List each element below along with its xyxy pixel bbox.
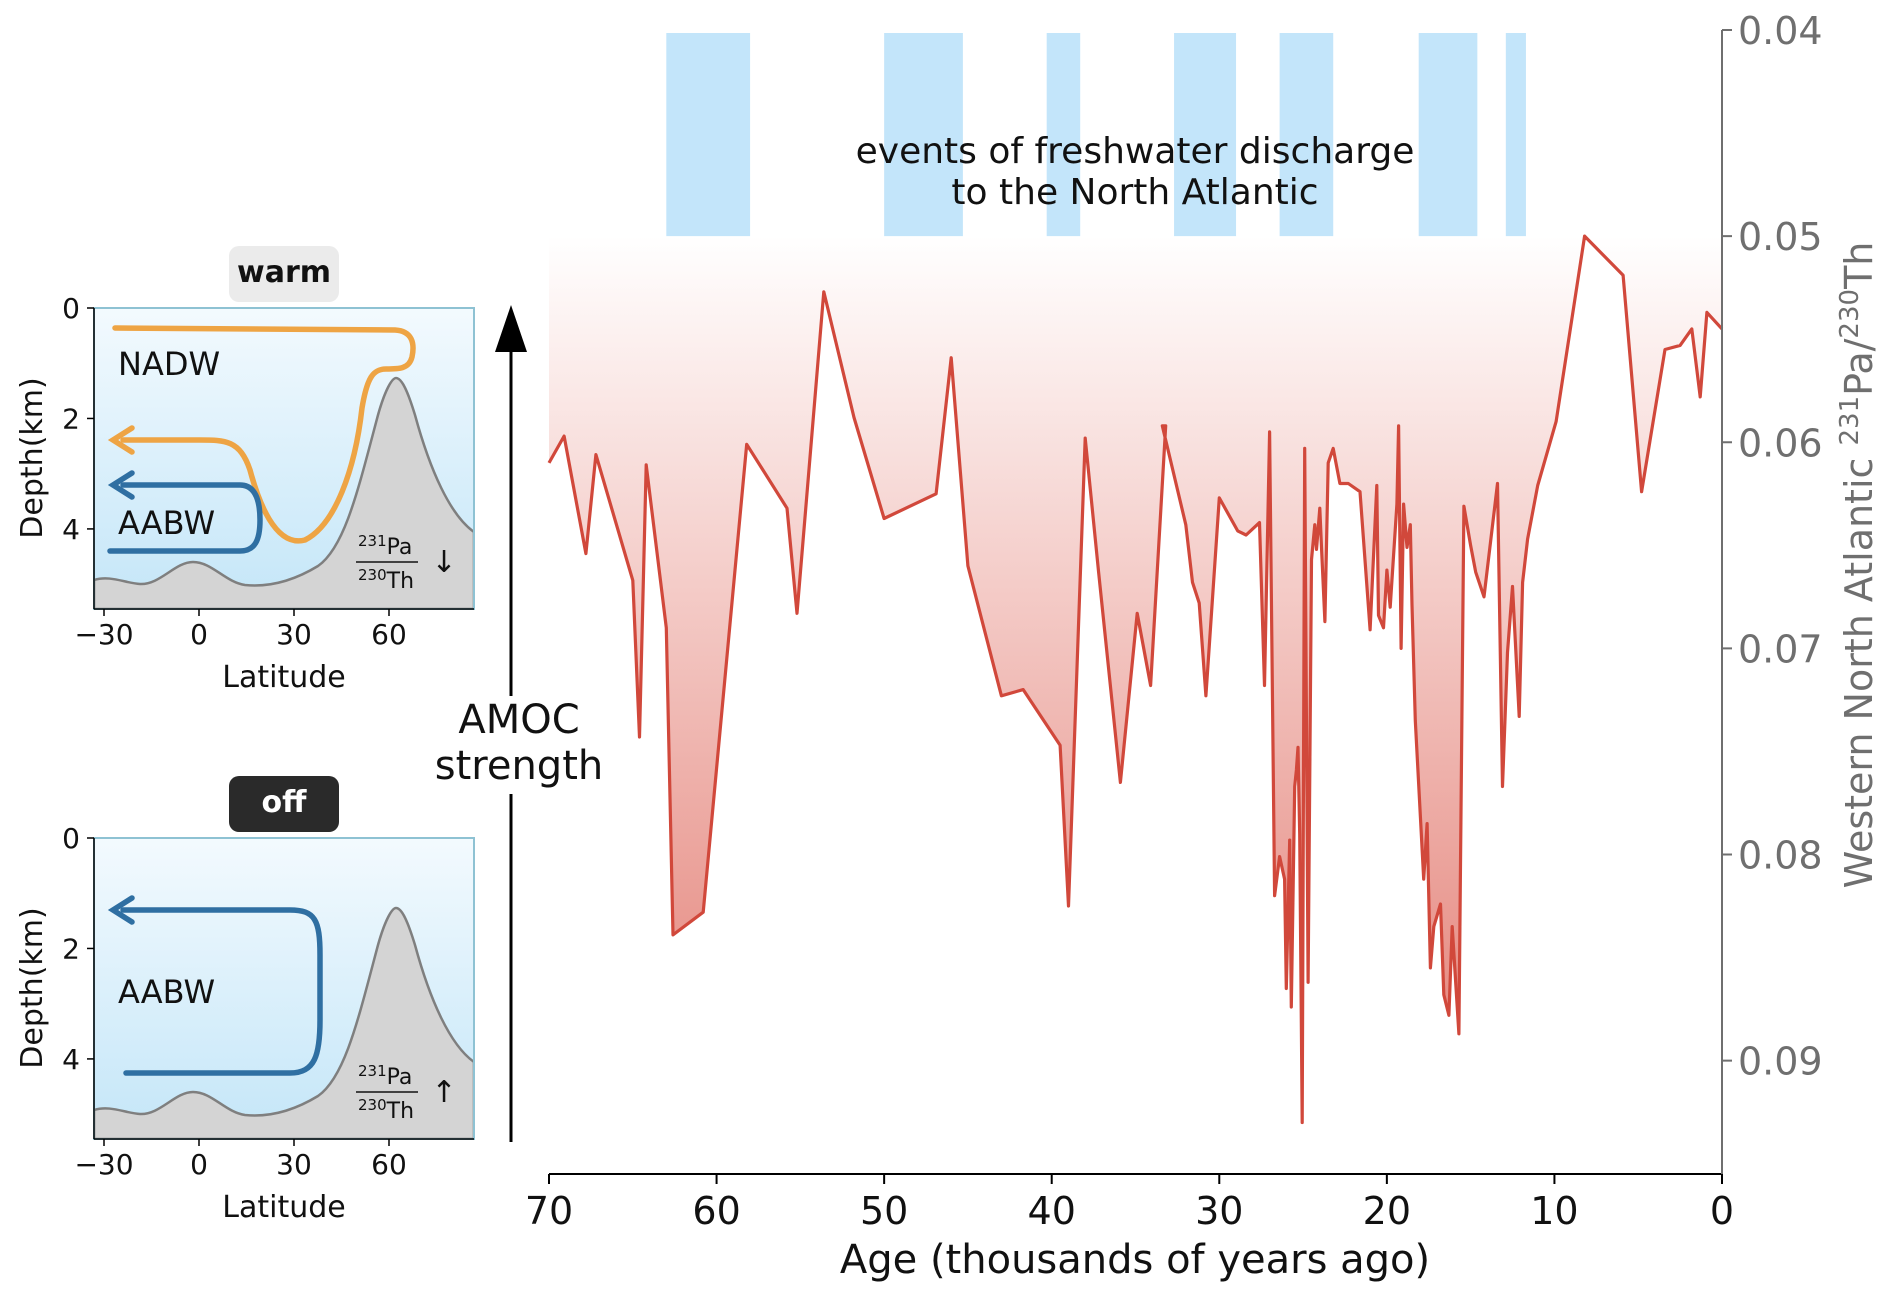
depth-tick-label-0: 0	[62, 292, 80, 325]
x-tick-label-30: 30	[1195, 1189, 1243, 1233]
warm-badge	[229, 246, 339, 302]
events-label-line1: events of freshwater discharge	[856, 131, 1415, 172]
off-badge-label: off	[262, 785, 308, 820]
off-panel: off AABW 231Pa 230Th ↑ −30 0 30 60 0 2 4 Latit…	[15, 776, 475, 1225]
depth-tick-label-1: 2	[62, 932, 80, 965]
off-y-label: Depth(km)	[15, 907, 50, 1068]
amoc-arrow-head	[495, 305, 527, 352]
freshwater-event-7	[1505, 33, 1526, 295]
aabw-label-off: AABW	[118, 973, 215, 1011]
warm-ratio: 231Pa 230Th ↓	[356, 532, 457, 594]
freshwater-event-1	[666, 33, 751, 295]
lat-tick-label-2: 30	[276, 1148, 312, 1181]
warm-panel: warm NADW AABW 231Pa 230Th ↓ −30 0 30 60 0 2 4…	[15, 246, 475, 695]
x-axis-label: Age (thousands of years ago)	[840, 1237, 1430, 1283]
lat-tick-label-2: 30	[276, 618, 312, 651]
amoc-strength-indicator: AMOC strength	[428, 305, 603, 1142]
y-tick-label-2: 0.06	[1738, 421, 1823, 465]
nadw-label: NADW	[118, 345, 220, 383]
aabw-current-off	[120, 907, 323, 1076]
depth-tick-label-2: 4	[62, 513, 80, 546]
warm-ridge	[94, 376, 474, 609]
y-tick-label-0: 0.04	[1738, 9, 1823, 53]
depth-tick-label-2: 4	[62, 1043, 80, 1076]
svg-text:230Th: 230Th	[358, 566, 414, 594]
warm-y-label: Depth(km)	[15, 377, 50, 538]
amoc-label-line2: strength	[435, 743, 603, 789]
series-fill-area	[549, 236, 1722, 1123]
lat-tick-label-1: 0	[190, 618, 208, 651]
events-label-line2: to the North Atlantic	[951, 172, 1318, 213]
y-axis-ticks: 0.04 0.05 0.06 0.07 0.08 0.09	[1722, 9, 1823, 1084]
off-badge	[229, 776, 339, 832]
freshwater-event-6	[1418, 33, 1478, 295]
lat-tick-label-0: −30	[74, 1148, 133, 1181]
depth-tick-label-1: 2	[62, 402, 80, 435]
aabw-arrowhead-off	[107, 895, 135, 925]
off-ridge	[94, 906, 474, 1139]
freshwater-event-3	[1046, 33, 1081, 295]
lat-tick-label-3: 60	[371, 618, 407, 651]
off-ratio: 231Pa 230Th ↑	[356, 1062, 457, 1124]
y-axis-label: Western North Atlantic 231Pa/230Th	[1835, 242, 1881, 889]
x-tick-label-40: 40	[1028, 1189, 1076, 1233]
freshwater-event-2	[884, 33, 963, 295]
main-chart: events of freshwater discharge to the No…	[525, 9, 1881, 1283]
svg-text:231Pa: 231Pa	[358, 1062, 412, 1090]
warm-badge-label: warm	[237, 255, 331, 290]
off-x-label: Latitude	[222, 1190, 345, 1225]
warm-ratio-arrow: ↓	[431, 545, 456, 580]
x-tick-label-60: 60	[692, 1189, 740, 1233]
y-tick-label-5: 0.09	[1738, 1040, 1823, 1084]
depth-tick-label-0: 0	[62, 822, 80, 855]
x-tick-label-10: 10	[1530, 1189, 1578, 1233]
x-tick-label-50: 50	[860, 1189, 908, 1233]
x-axis-ticks: 70 60 50 40 30 20 10 0	[525, 1174, 1734, 1233]
nadw-current	[112, 325, 416, 544]
y-tick-label-3: 0.07	[1738, 627, 1823, 671]
lat-tick-label-1: 0	[190, 1148, 208, 1181]
y-tick-label-4: 0.08	[1738, 834, 1823, 878]
off-ratio-arrow: ↑	[431, 1075, 456, 1110]
freshwater-event-5	[1279, 33, 1334, 295]
x-tick-label-0: 0	[1710, 1189, 1734, 1233]
freshwater-event-4	[1174, 33, 1237, 295]
amoc-label-backdrop	[428, 696, 594, 794]
x-tick-label-20: 20	[1363, 1189, 1411, 1233]
warm-axis-ticks: −30 0 30 60 0 2 4	[62, 292, 407, 651]
warm-x-label: Latitude	[222, 660, 345, 695]
off-axis-ticks: −30 0 30 60 0 2 4	[62, 822, 407, 1181]
nadw-arrowhead	[107, 425, 135, 455]
lat-tick-label-3: 60	[371, 1148, 407, 1181]
x-tick-label-70: 70	[525, 1189, 573, 1233]
series-line	[547, 234, 1724, 1125]
amoc-label-line1: AMOC	[458, 697, 579, 743]
y-tick-label-1: 0.05	[1738, 215, 1823, 259]
aabw-arrowhead-warm	[107, 470, 135, 500]
aabw-current-warm	[107, 482, 263, 554]
freshwater-events	[666, 33, 1526, 295]
lat-tick-label-0: −30	[74, 618, 133, 651]
aabw-label-warm: AABW	[118, 504, 215, 542]
svg-text:231Pa: 231Pa	[358, 532, 412, 560]
svg-text:230Th: 230Th	[358, 1096, 414, 1124]
